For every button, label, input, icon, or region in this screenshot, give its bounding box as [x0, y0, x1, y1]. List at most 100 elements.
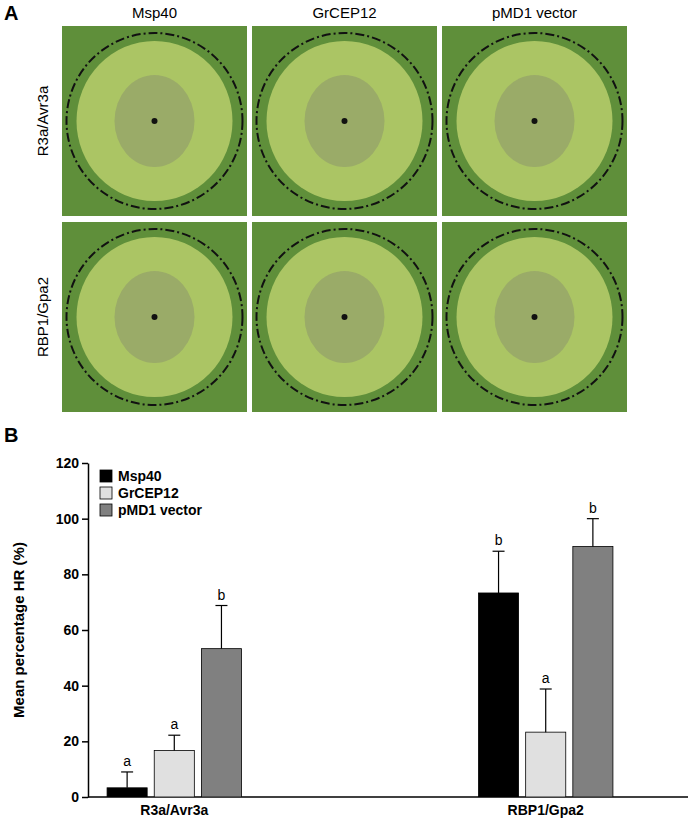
y-tick: 60	[63, 622, 88, 638]
legend-item: pMD1 vector	[100, 502, 203, 518]
error-whisker	[498, 551, 499, 593]
dashed-outline	[257, 229, 433, 405]
y-tick: 80	[63, 566, 88, 582]
legend-label: GrCEP12	[118, 485, 179, 501]
lesion	[115, 75, 195, 167]
y-tick-mark	[82, 630, 88, 632]
bar	[154, 751, 194, 797]
panel-b: B 0 20 40 60 80 100 120 R3a/Avr3a RBP1/Gpa2 Mean p…	[4, 424, 688, 818]
error-cap	[540, 688, 552, 689]
dashed-outline	[447, 33, 623, 209]
leaf-background	[252, 222, 437, 412]
y-tick-label: 20	[63, 733, 79, 749]
leaf-background	[62, 26, 247, 216]
bar	[573, 547, 613, 798]
dashed-outline	[67, 33, 243, 209]
error-bar	[587, 519, 599, 547]
legend: Msp40GrCEP12pMD1 vector	[100, 468, 203, 518]
infiltration-zone	[77, 41, 233, 201]
y-axis-title: Mean percentage HR (%)	[10, 542, 27, 718]
significance-letter: b	[589, 500, 597, 516]
leaf-photo	[62, 26, 247, 216]
y-tick: 100	[56, 511, 88, 527]
row-header: RBP1/Gpa2	[34, 277, 51, 357]
error-cap	[493, 551, 505, 552]
leaf-photo	[252, 222, 437, 412]
x-tick: RBP1/Gpa2	[508, 797, 584, 818]
panel-label: B	[4, 424, 18, 446]
y-axis: 0 20 40 60 80 100 120	[56, 455, 89, 805]
y-tick-label: 0	[71, 789, 79, 805]
row-header: R3a/Avr3a	[34, 85, 51, 156]
y-tick-label: 120	[56, 455, 80, 471]
legend-label: pMD1 vector	[118, 502, 203, 518]
error-bar	[121, 772, 133, 788]
error-whisker	[127, 772, 128, 788]
infiltration-point	[532, 314, 538, 320]
error-cap	[121, 771, 133, 772]
leaf-photo	[252, 26, 437, 216]
column-header: pMD1 vector	[492, 4, 577, 21]
infiltration-point	[342, 118, 348, 124]
leaf-background	[252, 26, 437, 216]
dashed-outline	[257, 33, 433, 209]
error-bar	[215, 606, 227, 649]
infiltration-zone	[267, 237, 423, 397]
figure: AMsp40GrCEP12pMD1 vectorR3a/Avr3aRBP1/Gp…	[0, 0, 700, 826]
x-tick-label: RBP1/Gpa2	[508, 802, 584, 818]
legend-item: GrCEP12	[100, 485, 179, 501]
x-tick: R3a/Avr3a	[140, 797, 208, 818]
y-tick: 20	[63, 733, 88, 749]
legend-swatch	[100, 487, 112, 499]
error-cap	[215, 605, 227, 606]
infiltration-zone	[267, 41, 423, 201]
infiltration-point	[342, 314, 348, 320]
y-tick: 0	[71, 789, 88, 805]
legend-swatch	[100, 470, 112, 482]
leaf-photo	[62, 222, 247, 412]
column-header: Msp40	[132, 4, 177, 21]
dashed-outline	[67, 229, 243, 405]
error-whisker	[545, 689, 546, 732]
y-tick-mark	[82, 685, 88, 687]
lesion	[495, 75, 575, 167]
lesion	[305, 75, 385, 167]
infiltration-zone	[457, 237, 613, 397]
leaf-background	[442, 26, 627, 216]
bar	[107, 788, 147, 797]
error-cap	[168, 735, 180, 736]
leaf-photo	[442, 222, 627, 412]
bar	[201, 649, 241, 797]
dashed-outline	[447, 229, 623, 405]
y-tick-mark	[82, 518, 88, 520]
y-tick: 120	[56, 455, 88, 471]
infiltration-point	[152, 118, 158, 124]
significance-letter: b	[495, 532, 503, 548]
leaf-background	[442, 222, 627, 412]
error-cap	[587, 518, 599, 519]
legend-label: Msp40	[118, 468, 162, 484]
panel-label: A	[4, 2, 18, 24]
error-bar	[493, 551, 505, 593]
plot-area	[107, 519, 613, 797]
significance-letter: a	[170, 716, 178, 732]
column-header: GrCEP12	[312, 4, 376, 21]
error-whisker	[592, 519, 593, 547]
infiltration-zone	[77, 237, 233, 397]
y-tick-label: 80	[63, 566, 79, 582]
error-whisker	[221, 606, 222, 649]
x-axis: R3a/Avr3a RBP1/Gpa2	[140, 797, 584, 818]
significance-letter: a	[123, 753, 131, 769]
y-tick-mark	[82, 463, 88, 465]
error-bar	[168, 735, 180, 750]
significance-letter: b	[218, 587, 226, 603]
error-bar	[540, 689, 552, 732]
y-tick: 40	[63, 678, 88, 694]
bar	[526, 732, 566, 797]
significance-letters: a b a a b b	[123, 500, 597, 769]
infiltration-zone	[457, 41, 613, 201]
y-tick-label: 100	[56, 511, 80, 527]
legend-swatch	[100, 504, 112, 516]
significance-letter: a	[542, 670, 550, 686]
error-whisker	[174, 735, 175, 750]
